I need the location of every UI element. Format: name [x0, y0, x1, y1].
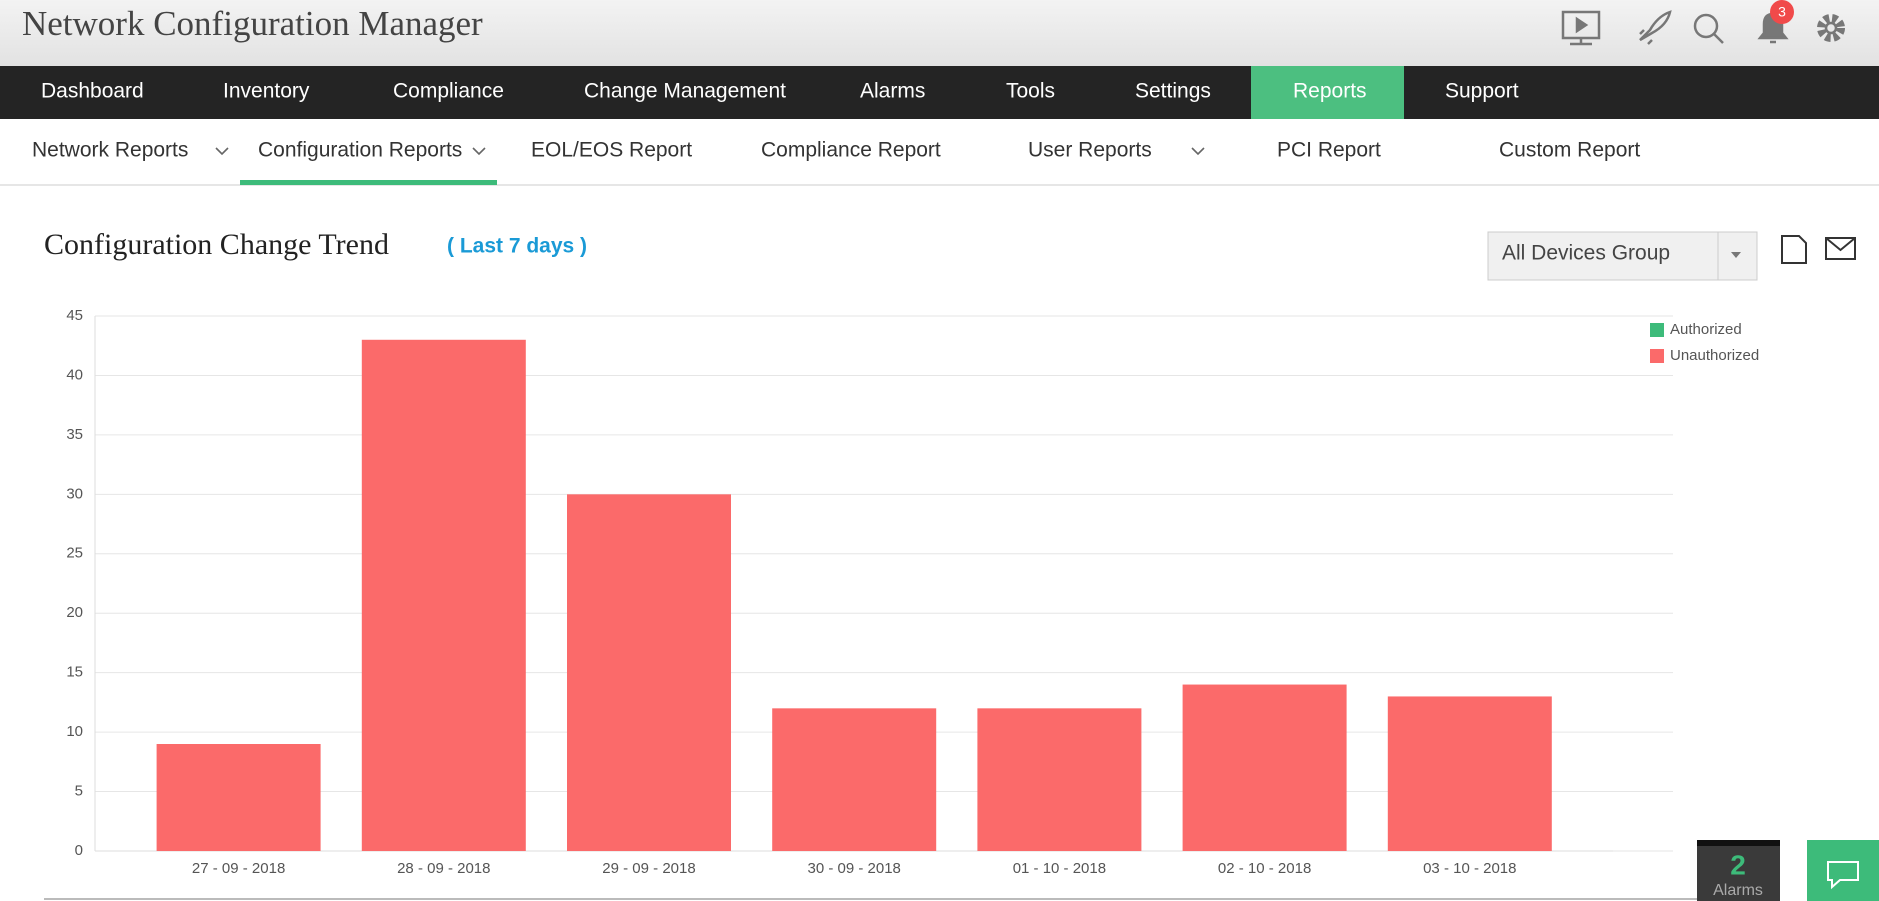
legend-swatch: [1650, 349, 1664, 363]
subnav-item[interactable]: Compliance Report: [761, 139, 941, 162]
alarms-label: Alarms: [1713, 882, 1763, 899]
chat-button[interactable]: [1807, 840, 1879, 901]
subnav-item[interactable]: EOL/EOS Report: [531, 139, 692, 162]
nav-bar: [0, 66, 1879, 119]
nav-item[interactable]: Settings: [1135, 80, 1211, 103]
subnav-items: Network Reports Configuration Reports EOL/…: [32, 139, 1640, 162]
email-export[interactable]: [1825, 237, 1856, 260]
bar: [156, 744, 321, 851]
nav-item[interactable]: Tools: [1006, 80, 1055, 103]
subnav-item[interactable]: PCI Report: [1277, 139, 1381, 162]
x-tick-label: 27 - 09 - 2018: [192, 860, 285, 877]
y-tick-label: 35: [66, 426, 83, 443]
chart-subtitle: ( Last 7 days ): [447, 235, 587, 258]
y-tick-label: 15: [66, 664, 83, 681]
chart-title: Configuration Change Trend: [44, 228, 389, 261]
chart: 0 5 10 15 20 25 30 35 40 45 27 - 09 - 2018 28 - 09 …: [66, 307, 1759, 877]
alarms-count: 2: [1730, 849, 1746, 880]
search-icon[interactable]: [1693, 13, 1719, 39]
subnav-item[interactable]: User Reports: [1028, 139, 1152, 162]
nav-item[interactable]: Inventory: [223, 80, 310, 103]
y-tick-label: 20: [66, 604, 83, 621]
y-tick-label: 40: [66, 366, 83, 383]
x-tick-label: 29 - 09 - 2018: [602, 860, 695, 877]
nav-item[interactable]: Support: [1445, 80, 1519, 103]
select-arrow: [1731, 252, 1741, 258]
y-tick-label: 10: [66, 723, 83, 740]
device-group-label: All Devices Group: [1502, 242, 1670, 265]
nav-items: Dashboard Inventory Compliance Change Manag…: [41, 80, 1519, 103]
y-tick-label: 30: [66, 485, 83, 502]
nav-active: [1251, 66, 1404, 119]
y-tick-label: 25: [66, 545, 83, 562]
alarms-widget-top: [1697, 840, 1780, 846]
bar: [977, 708, 1142, 851]
x-tick-label: 28 - 09 - 2018: [397, 860, 490, 877]
subnav-chevrons: [215, 147, 1205, 156]
chat-icon: [1827, 861, 1859, 890]
legend-label: Authorized: [1670, 321, 1742, 338]
bar: [1182, 684, 1347, 851]
bar: [772, 708, 937, 851]
subnav-item[interactable]: Custom Report: [1499, 139, 1640, 162]
subnav-bar: [0, 119, 1879, 185]
nav-item[interactable]: Change Management: [584, 80, 786, 103]
export-icons: [1781, 235, 1856, 264]
nav-item[interactable]: Compliance: [393, 80, 504, 103]
notification-badge: [1770, 0, 1794, 24]
subnav-active-underline: [240, 180, 497, 185]
header-icons: [1561, 10, 1845, 46]
bar: [361, 339, 526, 851]
bar: [567, 494, 731, 851]
nav-item[interactable]: Reports: [1293, 80, 1367, 103]
subnav-item[interactable]: Configuration Reports: [258, 139, 462, 162]
x-tick-label: 01 - 10 - 2018: [1013, 860, 1106, 877]
y-tick-label: 0: [75, 842, 83, 859]
x-tick-label: 02 - 10 - 2018: [1218, 860, 1311, 877]
legend-label: Unauthorized: [1670, 347, 1759, 364]
alarms-widget[interactable]: [1697, 840, 1780, 901]
settings-icon[interactable]: [1817, 14, 1845, 42]
notification-count: 3: [1778, 4, 1786, 20]
legend-swatch: [1650, 323, 1664, 337]
subnav-item[interactable]: Network Reports: [32, 139, 188, 162]
nav-item[interactable]: Dashboard: [41, 80, 144, 103]
rocket-icon[interactable]: [1639, 10, 1672, 45]
x-tick-label: 30 - 09 - 2018: [807, 860, 900, 877]
x-tick-label: 03 - 10 - 2018: [1423, 860, 1516, 877]
nav-item[interactable]: Alarms: [860, 80, 925, 103]
app-title: Network Configuration Manager: [22, 4, 483, 43]
y-tick-label: 45: [66, 307, 83, 324]
pdf-export[interactable]: [1781, 235, 1807, 264]
device-group-select[interactable]: [1487, 231, 1758, 281]
y-tick-label: 5: [75, 783, 83, 800]
bar: [1387, 696, 1552, 851]
